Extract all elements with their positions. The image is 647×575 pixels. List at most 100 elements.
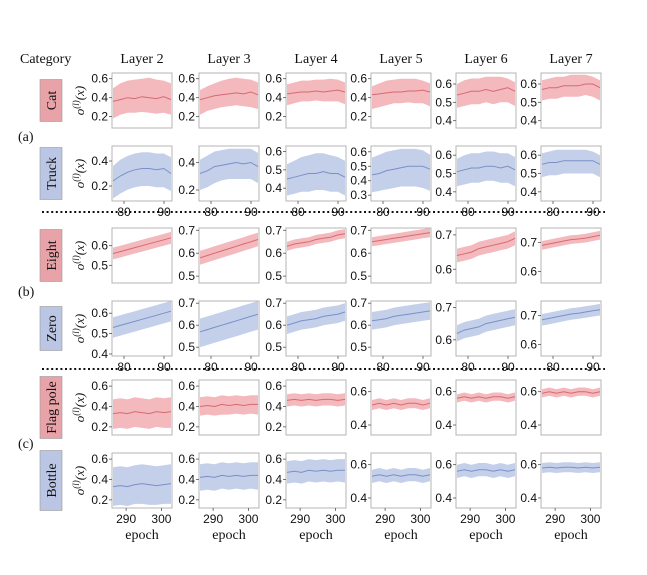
panel-bottle-layer-7: 0.4 0.6 290 300 epoch bbox=[520, 452, 602, 543]
x-tick-label: 290 bbox=[545, 512, 565, 526]
std-band bbox=[457, 76, 515, 108]
mean-line bbox=[199, 161, 259, 174]
y-tick-label: 0.6 bbox=[265, 72, 282, 86]
std-band bbox=[113, 152, 171, 199]
std-band bbox=[372, 302, 430, 330]
panel-frame bbox=[455, 72, 517, 129]
x-axis-label: epoch bbox=[125, 528, 158, 543]
y-tick-label: 0.5 bbox=[91, 327, 108, 341]
panel-frame bbox=[111, 300, 173, 357]
std-band bbox=[113, 77, 171, 119]
y-tick-label: 0.2 bbox=[265, 110, 282, 124]
y-tick-label: 0.6 bbox=[178, 452, 195, 466]
x-axis-label: epoch bbox=[469, 528, 502, 543]
mean-line bbox=[371, 474, 431, 477]
panel-flag-pole-layer-6: 0.4 0.6 bbox=[435, 379, 517, 436]
y-tick-label: 0.2 bbox=[91, 493, 108, 507]
panel-frame bbox=[370, 72, 432, 129]
panel-frame bbox=[285, 72, 347, 129]
x-tick-label: 300 bbox=[410, 512, 430, 526]
panel-frame bbox=[285, 227, 347, 284]
y-tick-label: 0.6 bbox=[350, 318, 367, 332]
mean-line bbox=[112, 96, 172, 102]
panel-cat-layer-6: 0.4 0.5 0.6 bbox=[435, 72, 517, 129]
panel-frame bbox=[370, 452, 432, 509]
panel-cat-layer-3: 0.2 0.4 0.6 bbox=[178, 72, 260, 129]
y-tick-label: 0.4 bbox=[91, 91, 108, 105]
y-tick-label: 0.5 bbox=[520, 95, 537, 109]
std-band bbox=[200, 77, 258, 115]
mean-line bbox=[371, 89, 431, 96]
y-tick-label: 0.7 bbox=[350, 223, 367, 237]
std-band bbox=[457, 309, 515, 342]
y-tick-label: 0.2 bbox=[91, 179, 108, 193]
y-tick-label: 0.5 bbox=[435, 95, 452, 109]
x-axis-label: epoch bbox=[384, 528, 417, 543]
x-tick-label: 90 bbox=[586, 360, 600, 374]
panel-frame bbox=[198, 300, 260, 357]
mean-line bbox=[456, 316, 516, 334]
y-tick-label: 0.6 bbox=[265, 379, 282, 393]
panel-bottle-layer-2: 0.2 0.4 0.6 290 300 epoch bbox=[91, 452, 173, 543]
panel-frame bbox=[540, 72, 602, 129]
y-tick-label: 0.5 bbox=[350, 159, 367, 173]
panel-flag-pole-layer-2: 0.2 0.4 0.6 bbox=[91, 379, 173, 436]
y-tick-label: 0.4 bbox=[178, 156, 195, 170]
y-tick-label: 0.6 bbox=[91, 72, 108, 86]
x-axis-label: epoch bbox=[554, 528, 587, 543]
x-tick-label: 80 bbox=[461, 205, 475, 219]
mean-line bbox=[112, 310, 172, 328]
y-tick-label: 0.6 bbox=[265, 145, 282, 159]
x-tick-label: 80 bbox=[117, 360, 131, 374]
y-tick-label: 0.6 bbox=[265, 452, 282, 466]
y-tick-label: 0.2 bbox=[350, 110, 367, 124]
y-tick-label: 0.4 bbox=[520, 491, 537, 505]
y-tick-label: 0.2 bbox=[91, 110, 108, 124]
y-tick-label: 0.5 bbox=[91, 258, 108, 272]
y-axis-label: o(l)(x) bbox=[71, 393, 87, 422]
std-band bbox=[457, 463, 515, 478]
y-tick-label: 0.4 bbox=[350, 91, 367, 105]
y-tick-label: 0.4 bbox=[520, 418, 537, 432]
mean-line bbox=[371, 165, 431, 176]
panel-frame bbox=[111, 452, 173, 509]
mean-line bbox=[371, 402, 431, 406]
panel-frame bbox=[370, 300, 432, 357]
mean-line bbox=[286, 469, 345, 473]
mean-line bbox=[199, 313, 259, 333]
y-tick-label: 0.6 bbox=[265, 246, 282, 260]
y-axis-label: o(l)(x) bbox=[71, 159, 87, 188]
panel-cat-layer-5: 0.2 0.4 0.6 bbox=[350, 72, 432, 129]
x-tick-label: 90 bbox=[586, 205, 600, 219]
y-axis-label: o(l)(x) bbox=[71, 466, 87, 495]
panel-truck-layer-2: 0.2 0.4 80 90 bbox=[91, 145, 173, 219]
panel-bottle-layer-4: 0.2 0.4 0.6 290 300 epoch bbox=[265, 452, 347, 543]
y-tick-label: 0.3 bbox=[350, 188, 367, 202]
x-tick-label: 300 bbox=[580, 512, 600, 526]
mean-line bbox=[286, 311, 346, 326]
panel-frame bbox=[455, 452, 517, 509]
panel-cat-layer-7: 0.4 0.5 0.6 bbox=[520, 72, 602, 129]
y-tick-label: 0.5 bbox=[178, 269, 195, 283]
panel-frame bbox=[370, 145, 432, 202]
y-tick-label: 0.6 bbox=[178, 246, 195, 260]
group-label: (a) bbox=[18, 130, 34, 145]
y-tick-label: 0.6 bbox=[520, 337, 537, 351]
panel-frame bbox=[540, 379, 602, 436]
panel-frame bbox=[285, 379, 347, 436]
x-tick-label: 80 bbox=[461, 360, 475, 374]
panel-eight-layer-7: 0.6 0.7 bbox=[520, 227, 602, 284]
panel-zero-layer-6: 0.6 0.7 80 90 bbox=[435, 300, 517, 374]
y-tick-label: 0.5 bbox=[178, 340, 195, 354]
panel-cat-layer-4: 0.2 0.4 0.6 bbox=[265, 72, 347, 129]
panel-frame bbox=[111, 379, 173, 436]
panel-eight-layer-3: 0.5 0.6 0.7 bbox=[178, 223, 260, 284]
panel-zero-layer-7: 0.6 0.7 80 90 bbox=[520, 300, 602, 374]
panel-flag-pole-layer-5: 0.4 0.6 bbox=[350, 379, 432, 436]
y-tick-label: 0.6 bbox=[350, 246, 367, 260]
layer-header-3: Layer 3 bbox=[207, 52, 250, 67]
y-tick-label: 0.5 bbox=[265, 163, 282, 177]
panel-eight-layer-2: 0.50.6 bbox=[91, 227, 173, 284]
group-label: (c) bbox=[18, 437, 34, 452]
mean-line bbox=[199, 474, 258, 478]
